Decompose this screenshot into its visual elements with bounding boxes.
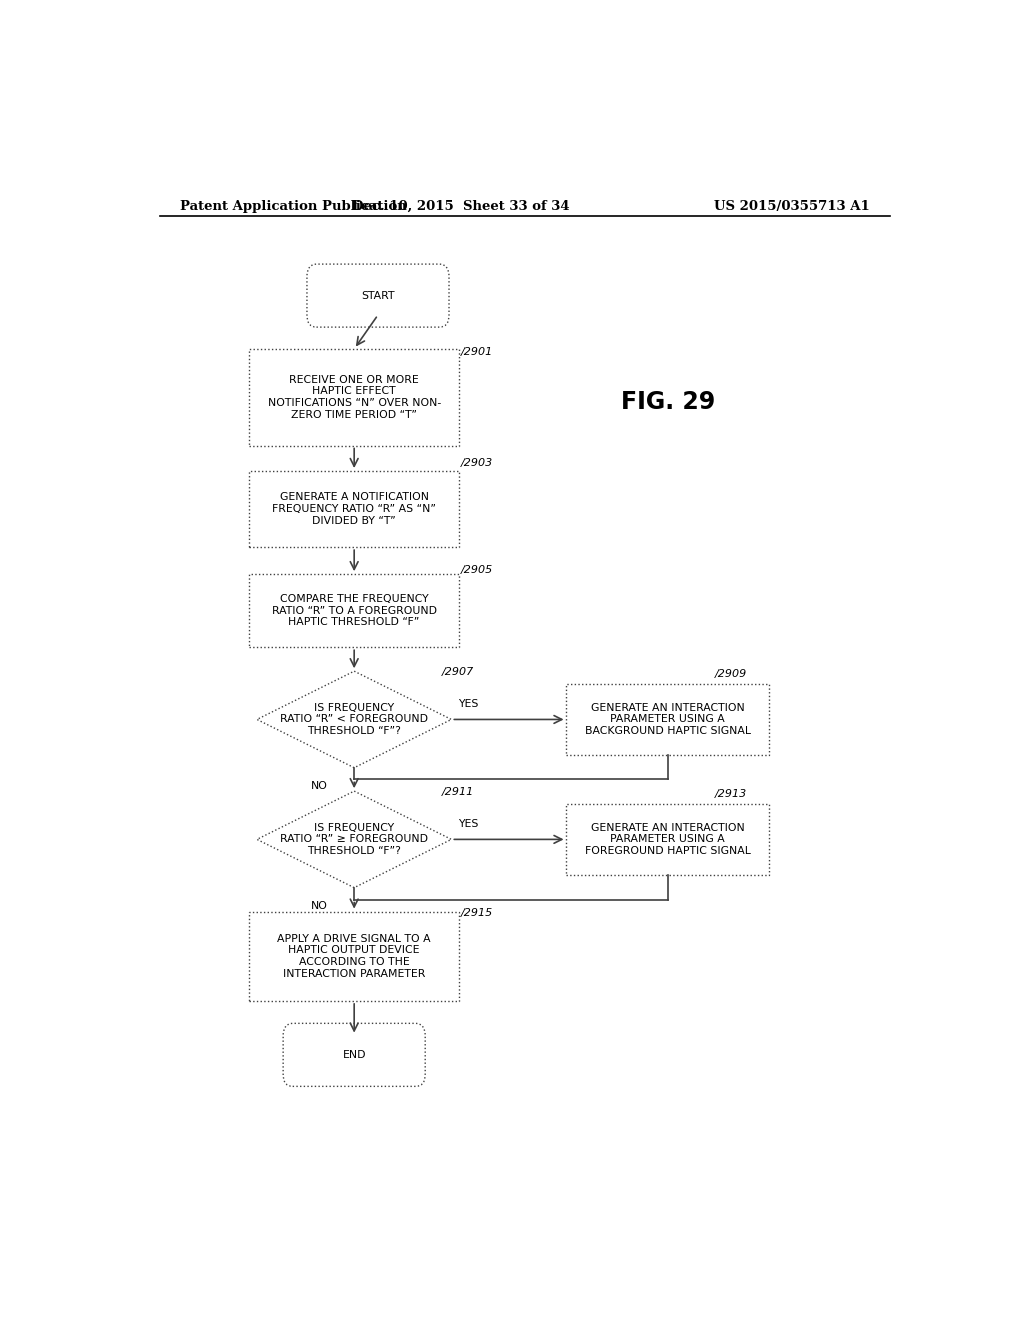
Text: COMPARE THE FREQUENCY
RATIO “R” TO A FOREGROUND
HAPTIC THRESHOLD “F”: COMPARE THE FREQUENCY RATIO “R” TO A FOR… <box>271 594 436 627</box>
Text: /2911: /2911 <box>441 787 474 796</box>
Text: /2915: /2915 <box>461 908 494 917</box>
Polygon shape <box>257 791 452 887</box>
Text: IS FREQUENCY
RATIO “R” < FOREGROUND
THRESHOLD “F”?: IS FREQUENCY RATIO “R” < FOREGROUND THRE… <box>281 702 428 737</box>
Text: IS FREQUENCY
RATIO “R” ≥ FOREGROUND
THRESHOLD “F”?: IS FREQUENCY RATIO “R” ≥ FOREGROUND THRE… <box>281 822 428 855</box>
Text: NO: NO <box>310 902 328 911</box>
Text: /2907: /2907 <box>441 667 474 677</box>
Text: NO: NO <box>310 781 328 791</box>
Text: GENERATE AN INTERACTION
PARAMETER USING A
FOREGROUND HAPTIC SIGNAL: GENERATE AN INTERACTION PARAMETER USING … <box>585 822 751 855</box>
Text: YES: YES <box>458 820 478 829</box>
FancyBboxPatch shape <box>249 912 460 1001</box>
Text: END: END <box>342 1049 366 1060</box>
Text: /2901: /2901 <box>461 347 494 356</box>
Text: YES: YES <box>458 700 478 709</box>
Text: /2909: /2909 <box>715 669 748 678</box>
FancyBboxPatch shape <box>249 471 460 548</box>
Text: GENERATE AN INTERACTION
PARAMETER USING A
BACKGROUND HAPTIC SIGNAL: GENERATE AN INTERACTION PARAMETER USING … <box>585 702 751 737</box>
Text: Patent Application Publication: Patent Application Publication <box>179 199 407 213</box>
Text: RECEIVE ONE OR MORE
HAPTIC EFFECT
NOTIFICATIONS “N” OVER NON-
ZERO TIME PERIOD “: RECEIVE ONE OR MORE HAPTIC EFFECT NOTIFI… <box>267 375 440 420</box>
FancyBboxPatch shape <box>566 684 769 755</box>
Text: START: START <box>361 290 394 301</box>
FancyBboxPatch shape <box>284 1023 425 1086</box>
Text: US 2015/0355713 A1: US 2015/0355713 A1 <box>715 199 870 213</box>
Text: /2905: /2905 <box>461 565 494 576</box>
FancyBboxPatch shape <box>307 264 449 327</box>
FancyBboxPatch shape <box>249 574 460 647</box>
Text: APPLY A DRIVE SIGNAL TO A
HAPTIC OUTPUT DEVICE
ACCORDING TO THE
INTERACTION PARA: APPLY A DRIVE SIGNAL TO A HAPTIC OUTPUT … <box>278 933 431 978</box>
Text: FIG. 29: FIG. 29 <box>621 391 715 414</box>
FancyBboxPatch shape <box>249 348 460 446</box>
Polygon shape <box>257 671 452 768</box>
Text: /2903: /2903 <box>461 458 494 469</box>
Text: GENERATE A NOTIFICATION
FREQUENCY RATIO “R” AS “N”
DIVIDED BY “T”: GENERATE A NOTIFICATION FREQUENCY RATIO … <box>272 492 436 525</box>
Text: Dec. 10, 2015  Sheet 33 of 34: Dec. 10, 2015 Sheet 33 of 34 <box>352 199 570 213</box>
Text: /2913: /2913 <box>715 788 748 799</box>
FancyBboxPatch shape <box>566 804 769 875</box>
